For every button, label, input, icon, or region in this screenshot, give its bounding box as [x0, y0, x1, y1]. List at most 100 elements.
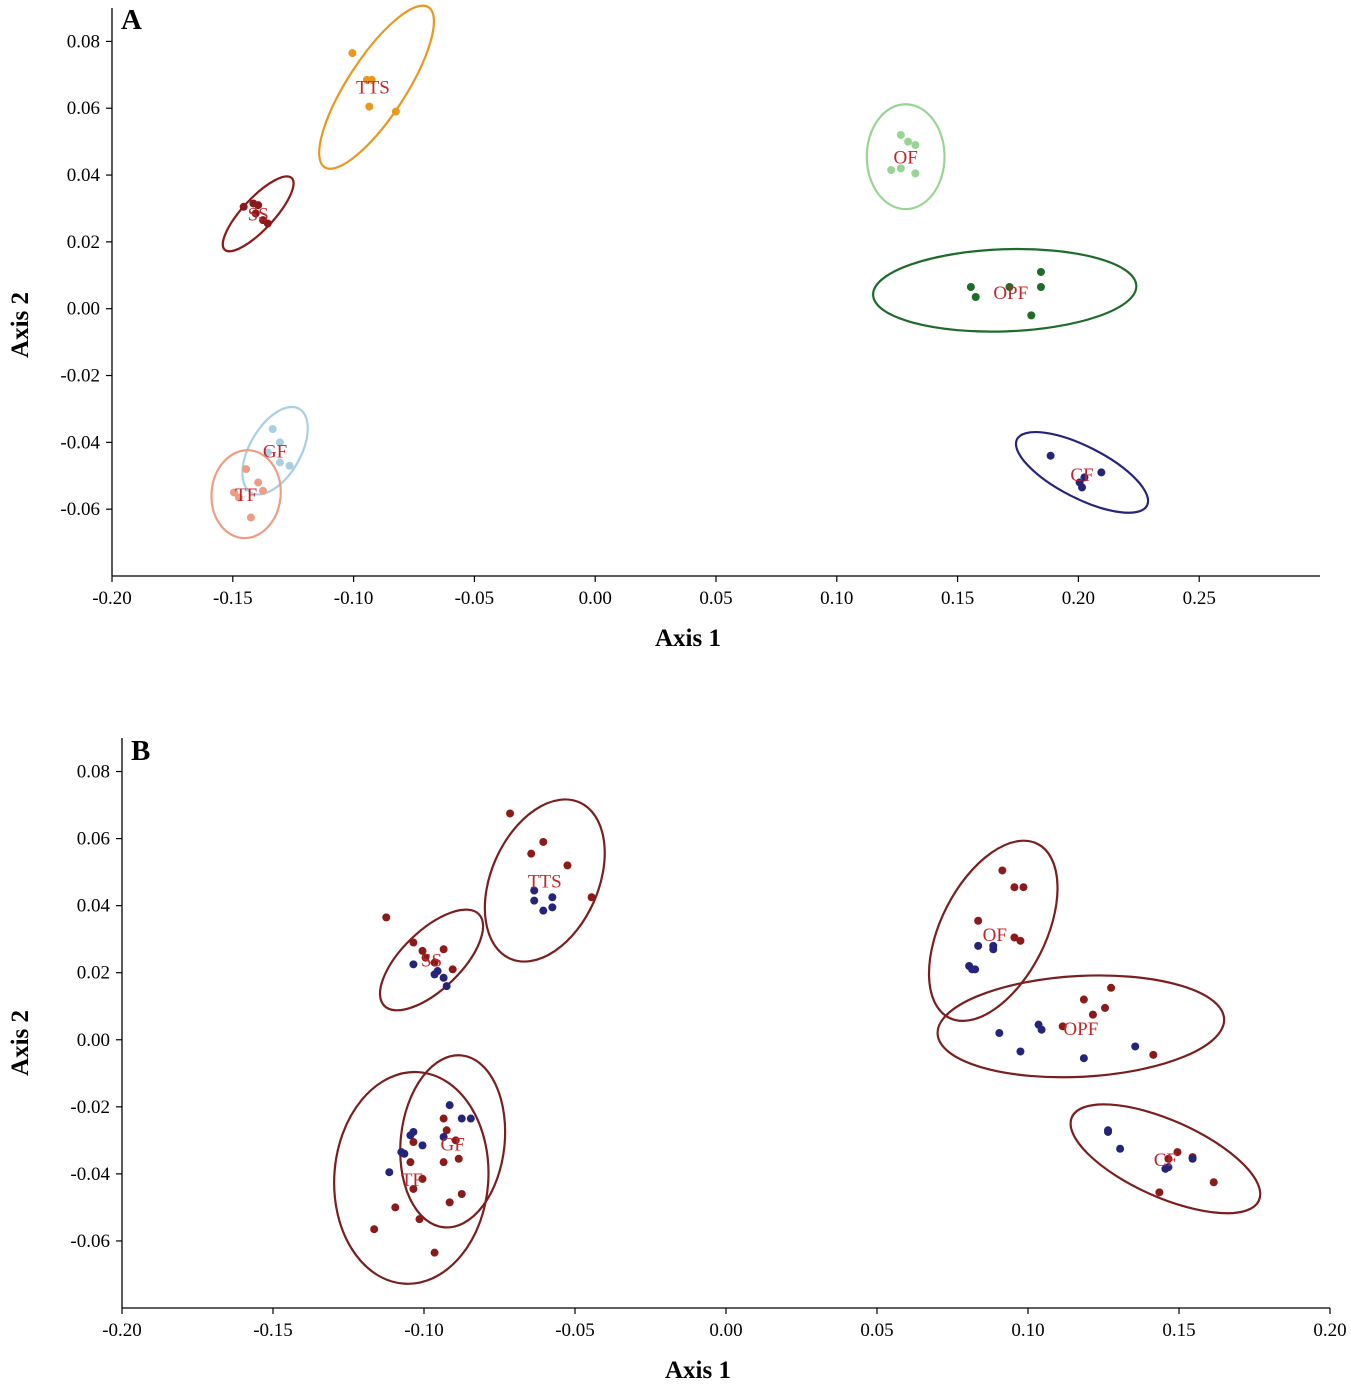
- x-tick-label: 0.05: [699, 588, 732, 609]
- point-of: [974, 916, 983, 925]
- point-cf: [1155, 1188, 1164, 1197]
- point-tts: [563, 861, 572, 870]
- point-opf: [1079, 995, 1088, 1004]
- x-tick-label: 0.15: [1162, 1320, 1195, 1341]
- y-tick-label: -0.02: [70, 1097, 110, 1118]
- point-tts: [548, 893, 557, 902]
- point-of: [1016, 936, 1025, 945]
- point-tf: [242, 465, 251, 474]
- point-opf: [1016, 1047, 1025, 1056]
- panel-a-x-axis-title: Axis 1: [655, 625, 721, 652]
- point-tf: [385, 1168, 394, 1177]
- point-ss: [418, 946, 427, 955]
- y-tick-label: 0.00: [67, 299, 100, 320]
- point-of: [1010, 883, 1019, 892]
- ellipse-tts: [318, 4, 436, 170]
- x-tick-label: 0.00: [579, 588, 612, 609]
- y-tick-label: 0.06: [77, 829, 110, 850]
- point-tf: [430, 1248, 439, 1257]
- y-tick-label: 0.08: [67, 31, 100, 52]
- point-gf: [442, 1126, 451, 1135]
- point-cf: [1173, 1148, 1182, 1157]
- point-of: [911, 169, 920, 178]
- point-opf: [1036, 267, 1045, 276]
- y-tick-label: -0.06: [70, 1231, 110, 1252]
- x-tick-label: 0.05: [860, 1320, 893, 1341]
- x-tick-label: -0.05: [555, 1320, 595, 1341]
- point-ss: [382, 913, 391, 922]
- point-cf: [1046, 451, 1055, 460]
- point-gf: [466, 1114, 475, 1123]
- point-ss: [433, 967, 442, 976]
- point-tts: [539, 837, 548, 846]
- point-opf: [1088, 1010, 1097, 1019]
- group-label-opf: OPF: [993, 283, 1028, 304]
- point-ss: [254, 201, 263, 210]
- y-tick-label: 0.02: [67, 232, 100, 253]
- point-tf: [370, 1225, 379, 1234]
- point-opf: [1036, 282, 1045, 291]
- point-tts: [548, 903, 557, 912]
- y-tick-label: -0.04: [70, 1164, 110, 1185]
- y-tick-label: -0.02: [60, 366, 100, 387]
- point-gf: [285, 461, 294, 470]
- point-opf: [1131, 1042, 1140, 1051]
- point-opf: [1058, 1022, 1067, 1031]
- point-opf: [1101, 1003, 1110, 1012]
- point-ss: [439, 945, 448, 954]
- point-of: [1019, 883, 1028, 892]
- x-tick-label: -0.10: [334, 588, 374, 609]
- point-of: [971, 965, 980, 974]
- point-cf: [1078, 483, 1087, 492]
- point-tts: [391, 107, 400, 116]
- group-label-tts: TTS: [356, 78, 390, 99]
- point-of: [896, 164, 905, 173]
- point-cf: [1161, 1164, 1170, 1173]
- point-of: [904, 137, 913, 146]
- point-opf: [966, 282, 975, 291]
- panel-b-letter: B: [131, 735, 150, 767]
- point-gf: [457, 1114, 466, 1123]
- group-label-opf: OPF: [1063, 1019, 1098, 1040]
- point-tf: [409, 1184, 418, 1193]
- point-tts: [530, 896, 539, 905]
- x-tick-label: 0.00: [709, 1320, 742, 1341]
- group-label-of: OF: [894, 148, 918, 169]
- x-tick-label: -0.15: [213, 588, 253, 609]
- point-ss: [439, 973, 448, 982]
- ellipse-cf: [1069, 1103, 1262, 1215]
- point-opf: [1027, 311, 1036, 320]
- group-label-of: OF: [983, 925, 1007, 946]
- point-tts: [539, 906, 548, 915]
- point-cf: [1188, 1154, 1197, 1163]
- group-label-gf: GF: [441, 1135, 465, 1156]
- point-gf: [445, 1101, 454, 1110]
- point-tf: [406, 1158, 415, 1167]
- point-tf: [406, 1131, 415, 1140]
- point-tts: [530, 886, 539, 895]
- point-opf: [971, 293, 980, 302]
- x-tick-label: 0.25: [1183, 588, 1216, 609]
- group-label-cf: CF: [1154, 1150, 1177, 1171]
- group-label-tts: TTS: [528, 872, 562, 893]
- point-tf: [246, 513, 255, 522]
- point-tf: [254, 478, 263, 487]
- point-ss: [448, 965, 457, 974]
- point-gf: [457, 1190, 466, 1198]
- ellipse-gf: [241, 405, 309, 496]
- point-cf: [1116, 1144, 1125, 1153]
- point-opf: [1149, 1050, 1158, 1059]
- point-of: [1010, 933, 1019, 942]
- ellipse-of: [927, 839, 1059, 1022]
- y-tick-label: 0.02: [77, 963, 110, 984]
- point-ss: [442, 982, 451, 991]
- y-tick-label: -0.04: [60, 432, 100, 453]
- point-gf: [451, 1136, 460, 1145]
- point-of: [911, 140, 920, 149]
- point-tf: [400, 1149, 409, 1158]
- point-of: [887, 166, 896, 175]
- ellipse-tf: [333, 1070, 490, 1285]
- group-label-ss: SS: [421, 950, 442, 971]
- point-tts: [367, 75, 376, 84]
